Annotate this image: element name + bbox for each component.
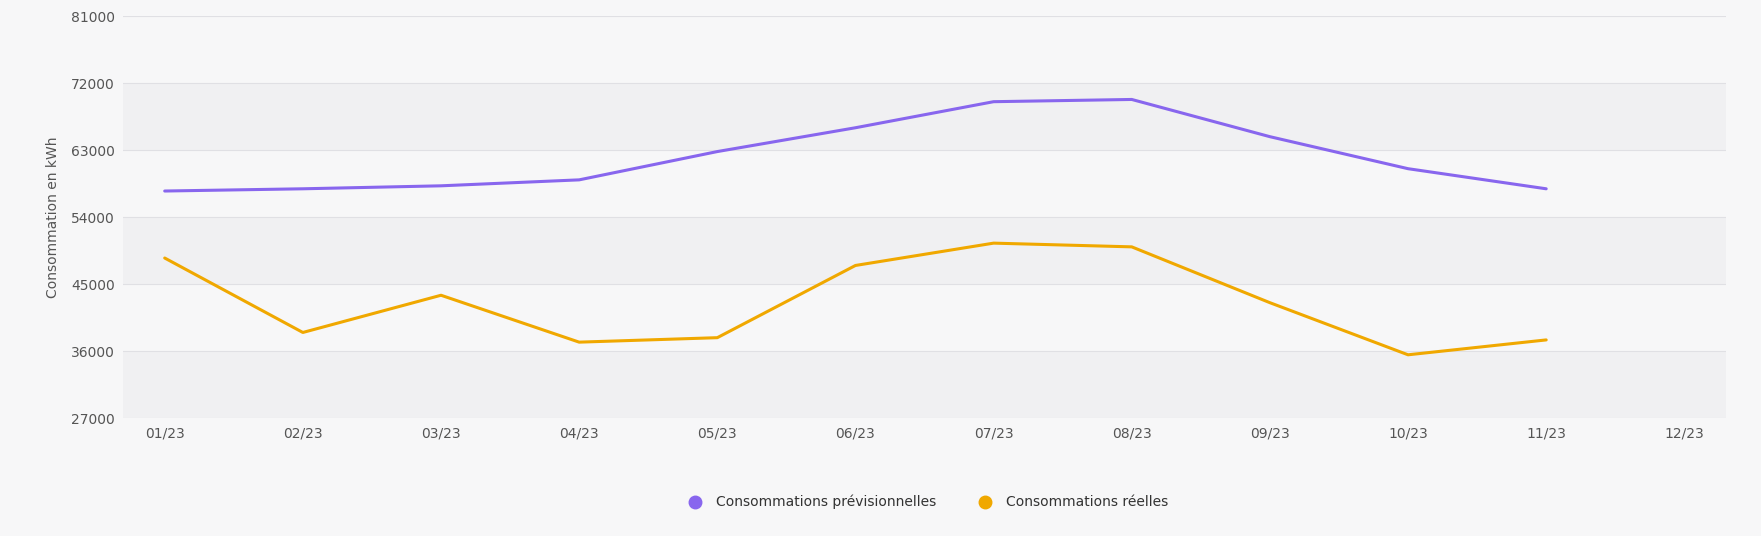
Consommations prévisionnelles [845, 124, 866, 131]
Line: Consommations prévisionnelles: Consommations prévisionnelles [166, 100, 1546, 191]
Line: Consommations réelles: Consommations réelles [166, 243, 1546, 355]
Consommations prévisionnelles [706, 148, 727, 155]
Legend: Consommations prévisionnelles, Consommations réelles: Consommations prévisionnelles, Consommat… [676, 489, 1173, 515]
Bar [123, 83, 1726, 150]
Consommations prévisionnelles [430, 183, 451, 189]
Consommations réelles [706, 334, 727, 341]
Consommations réelles [430, 292, 451, 299]
Consommations réelles [155, 255, 176, 261]
Consommations prévisionnelles [1398, 166, 1419, 172]
Consommations prévisionnelles [983, 99, 1004, 105]
Y-axis label: Consommation en kWh: Consommation en kWh [46, 136, 60, 298]
Bar [123, 150, 1726, 217]
Consommations prévisionnelles [1536, 185, 1557, 192]
Consommations prévisionnelles [1259, 133, 1280, 140]
Bar [123, 217, 1726, 284]
Consommations prévisionnelles [292, 185, 313, 192]
Consommations réelles [1536, 337, 1557, 343]
Bar [123, 284, 1726, 351]
Consommations réelles [1398, 352, 1419, 358]
Consommations réelles [292, 329, 313, 336]
Consommations réelles [983, 240, 1004, 247]
Consommations réelles [845, 262, 866, 269]
Consommations réelles [1122, 244, 1143, 250]
Consommations réelles [569, 339, 590, 345]
Bar [123, 351, 1726, 418]
Consommations réelles [1259, 300, 1280, 306]
Consommations prévisionnelles [155, 188, 176, 194]
Consommations prévisionnelles [1122, 96, 1143, 103]
Consommations prévisionnelles [569, 177, 590, 183]
Bar [123, 16, 1726, 83]
